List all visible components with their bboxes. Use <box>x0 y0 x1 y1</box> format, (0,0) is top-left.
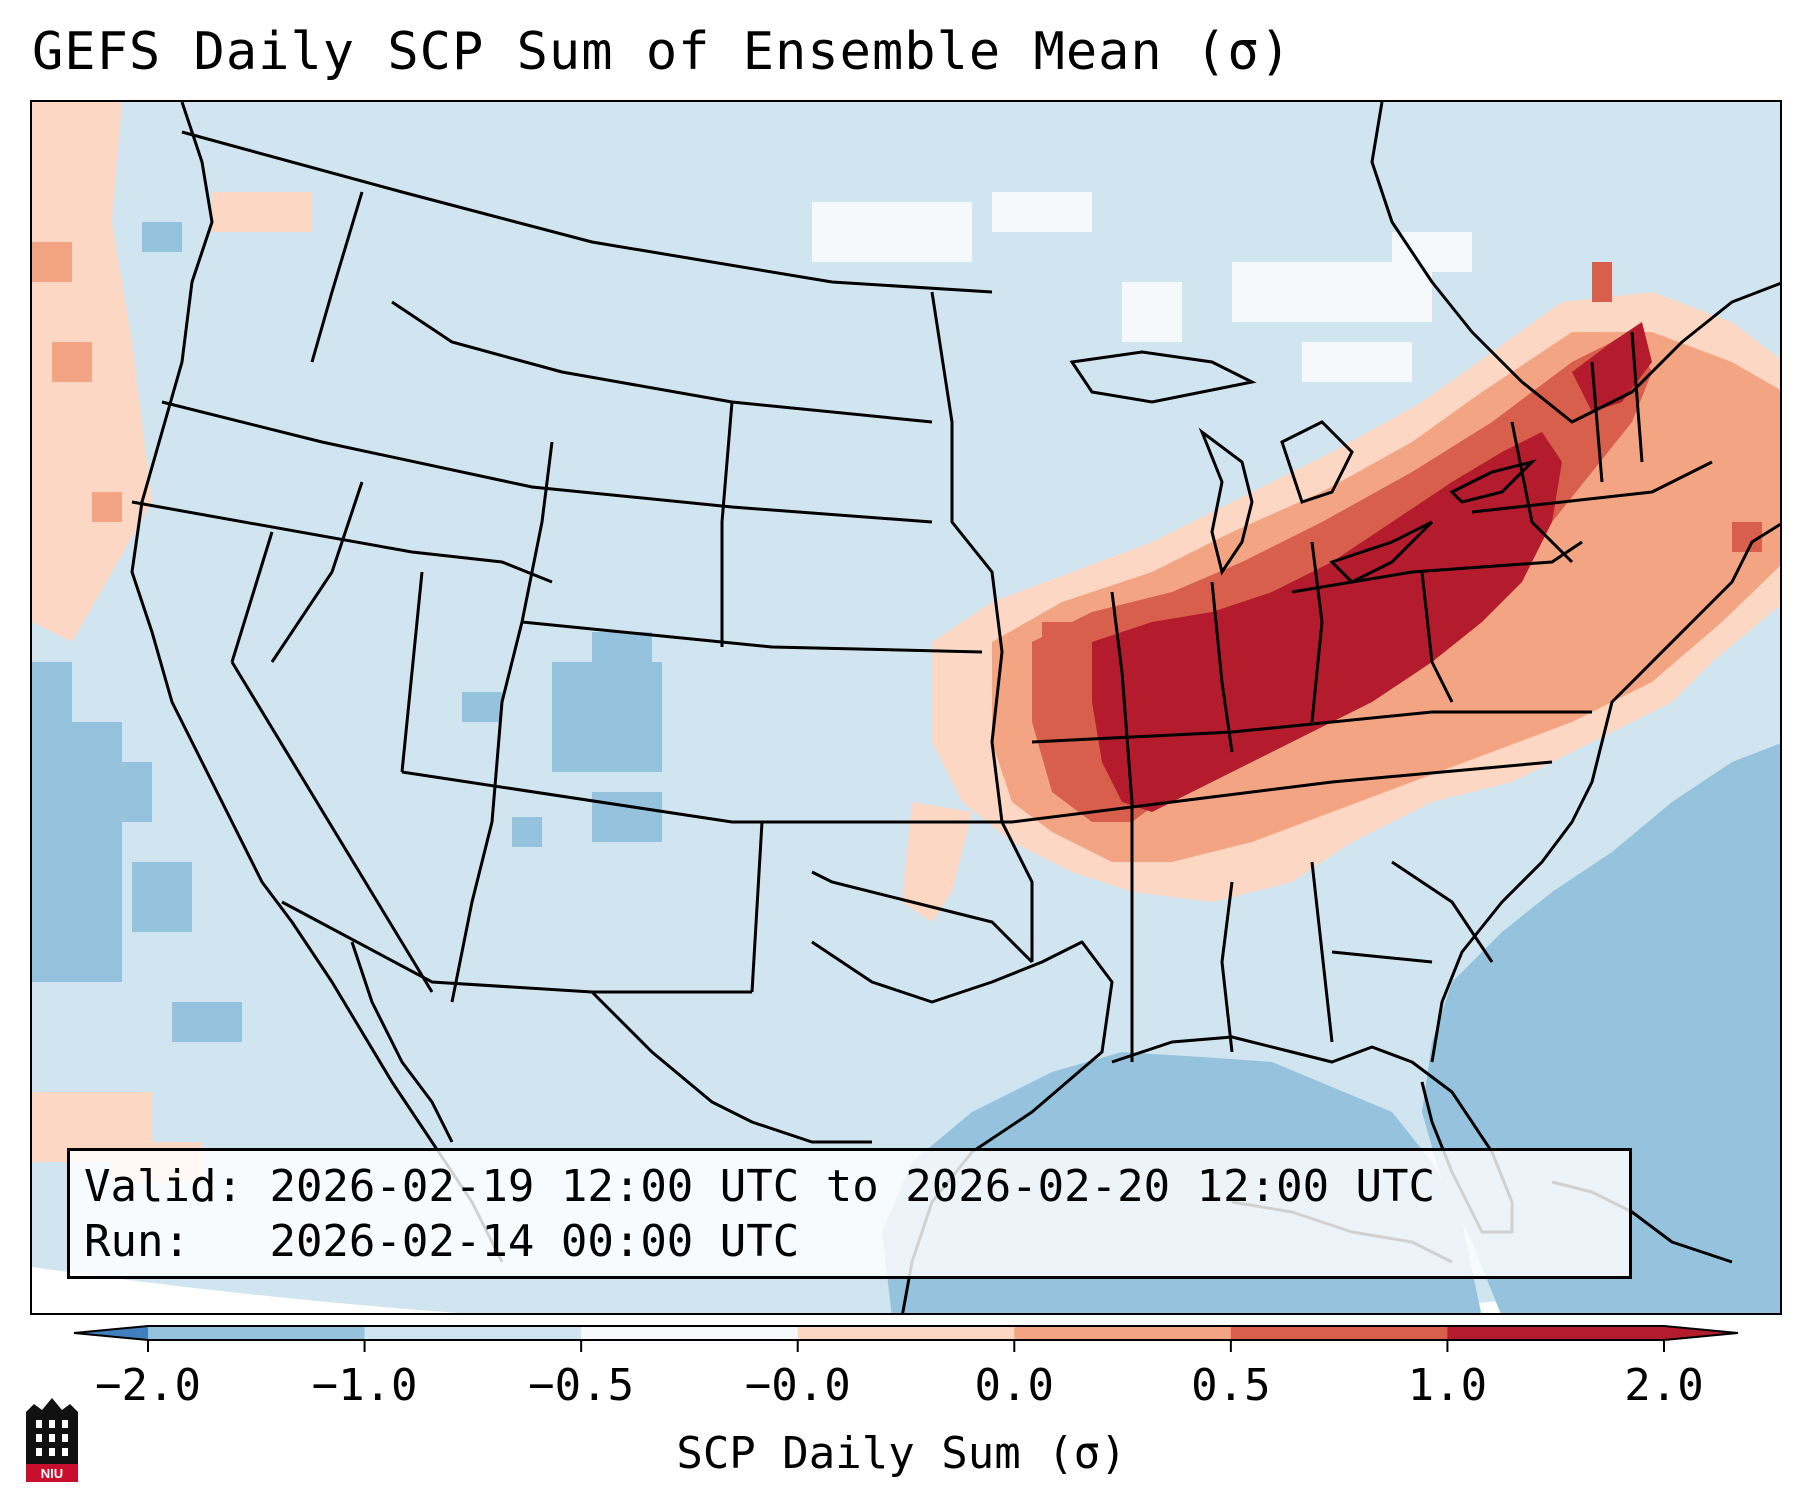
colorbar-segment <box>581 1326 799 1340</box>
great-lakes <box>1069 350 1537 584</box>
run-label: Run: <box>84 1216 190 1267</box>
colorbar-segment <box>1014 1326 1232 1340</box>
colorbar-tick-label: −0.0 <box>744 1360 851 1411</box>
rockies-negative-patches <box>462 632 662 847</box>
positive-anomaly-scattered <box>1042 262 1762 652</box>
colorbar-segment <box>364 1326 582 1340</box>
map-panel <box>30 100 1782 1315</box>
colorbar-tick-label: 1.0 <box>1407 1360 1488 1411</box>
canada-near-zero-patches <box>812 192 1472 382</box>
colorbar-tick-label: −0.5 <box>528 1360 635 1411</box>
niu-logo: NIU <box>26 1398 78 1482</box>
figure-title: GEFS Daily SCP Sum of Ensemble Mean (σ) <box>32 22 1292 82</box>
colorbar-tick-label: 0.5 <box>1191 1360 1271 1411</box>
colorbar-tick-label: 0.0 <box>974 1360 1055 1411</box>
colorbar-extend-low <box>74 1326 148 1340</box>
colorbar-title: SCP Daily Sum (σ) <box>676 1428 1127 1479</box>
colorbar-segment <box>1230 1326 1448 1340</box>
positive-anomaly-max <box>1092 432 1562 812</box>
colorbar-tick-label: −2.0 <box>95 1360 201 1411</box>
logo-text: NIU <box>41 1466 63 1481</box>
colorbar-segment <box>1447 1326 1664 1340</box>
colorbar <box>73 1325 1739 1352</box>
colorbar-extend-high <box>1664 1326 1738 1340</box>
valid-run-info-box: Valid: 2026-02-19 12:00 UTC to 2026-02-2… <box>67 1148 1632 1279</box>
colorbar-segment <box>797 1326 1015 1340</box>
pacific-negative-patches <box>32 222 242 1042</box>
run-value: 2026-02-14 00:00 UTC <box>269 1216 800 1267</box>
pacific-mid-positive <box>32 242 122 522</box>
positive-anomaly-light-southern <box>902 802 972 922</box>
colorbar-segment <box>148 1326 366 1340</box>
map-svg <box>32 102 1780 1313</box>
colorbar-tick-label: 2.0 <box>1624 1360 1704 1411</box>
valid-value: 2026-02-19 12:00 UTC to 2026-02-20 12:00… <box>269 1161 1436 1212</box>
colorbar-tick-label: −1.0 <box>311 1360 418 1411</box>
state-borders <box>131 130 1713 1144</box>
valid-label: Valid: <box>84 1161 243 1212</box>
